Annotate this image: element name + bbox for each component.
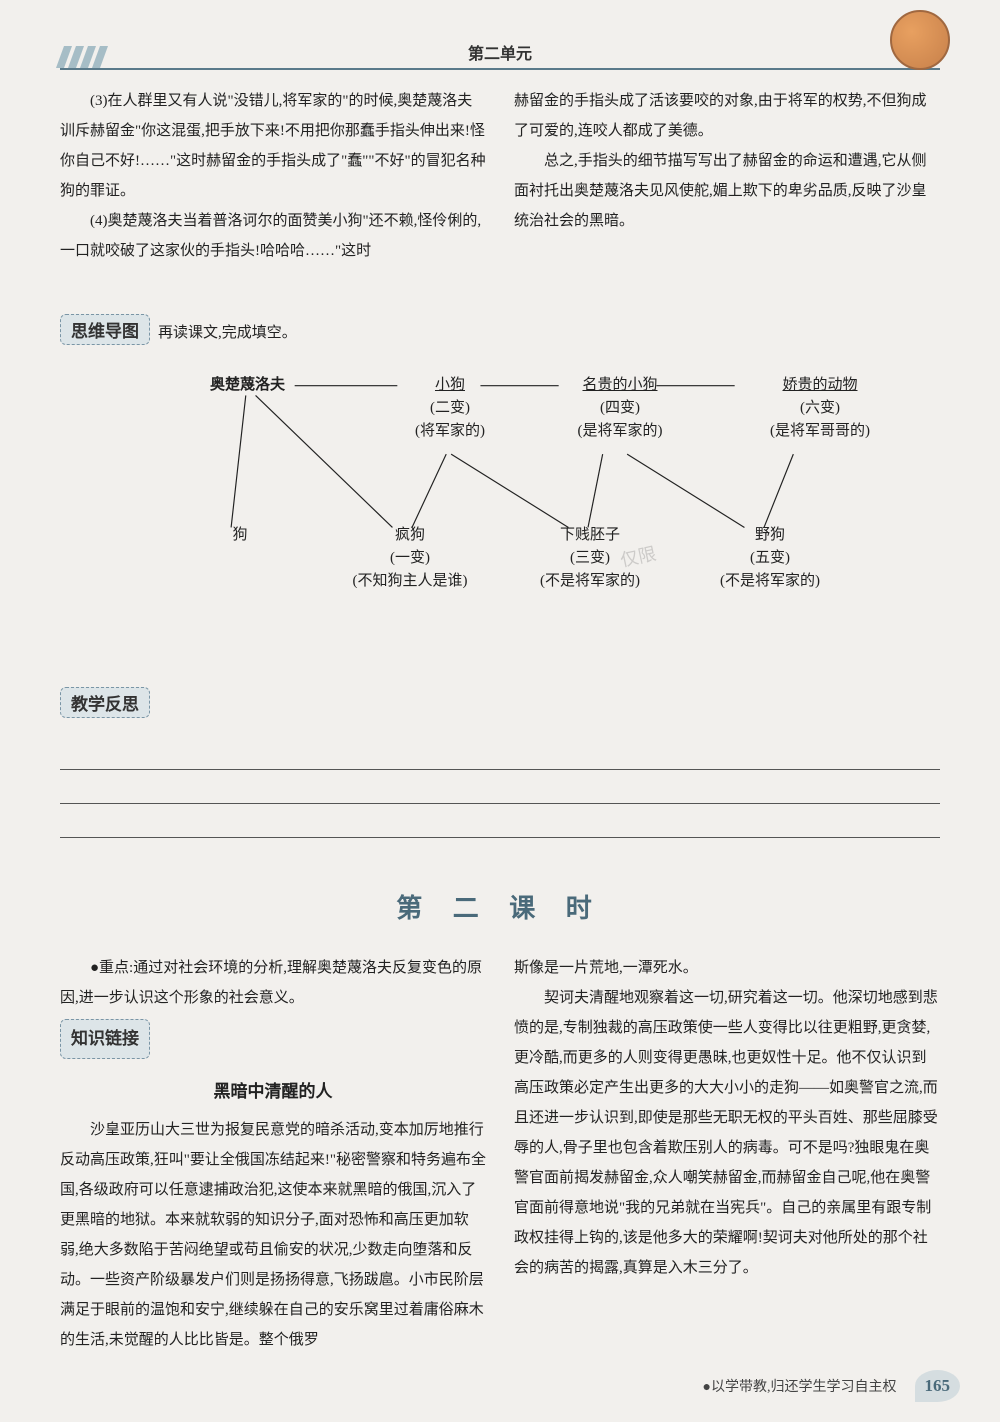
diagram-bot-3-title: 野狗 [690,523,850,544]
diagram-top-2: 名贵的小狗 (四变) (是将军家的) [560,373,680,440]
article-left-1: 沙皇亚历山大三世为报复民意党的暗杀活动,变本加厉地推行反动高压政策,狂叫"要让全… [60,1115,486,1355]
diagram-bot-2-title: 下贱胚子 [510,523,670,544]
diagram-top-2-l1: (四变) [560,396,680,417]
footer-motto: ●以学带教,归还学生学习自主权 [703,1376,897,1396]
mind-map-diagram: 奥楚蔑洛夫 小狗 (二变) (将军家的) 名贵的小狗 (四变) (是将军家的) … [60,363,940,643]
top-right-column: 赫留金的手指头成了活该要咬的对象,由于将军的权势,不但狗成了可爱的,连咬人都成了… [514,86,940,266]
corner-icon [890,10,950,70]
diagram-top-2-l2: (是将军家的) [560,419,680,440]
diagram-person: 奥楚蔑洛夫 [210,373,285,394]
page-number: 165 [915,1370,961,1402]
diagram-bot-1: 疯狗 (一变) (不知狗主人是谁) [320,523,500,590]
diagram-top-2-title: 名贵的小狗 [560,373,680,394]
para-right-1: 赫留金的手指头成了活该要咬的对象,由于将军的权势,不但狗成了可爱的,连咬人都成了… [514,86,940,146]
diagram-top-3: 娇贵的动物 (六变) (是将军哥哥的) [740,373,900,440]
article-title: 黑暗中清醒的人 [60,1075,486,1109]
para-3: (3)在人群里又有人说"没错儿,将军家的"的时候,奥楚蔑洛夫训斥赫留金"你这混蛋… [60,86,486,206]
keypoint: ●重点:通过对社会环境的分析,理解奥楚蔑洛夫反复变色的原因,进一步认识这个形象的… [60,953,486,1013]
diagram-bot-1-l1: (一变) [320,546,500,567]
mind-map-subtitle: 再读课文,完成填空。 [158,321,297,342]
top-text-columns: (3)在人群里又有人说"没错儿,将军家的"的时候,奥楚蔑洛夫训斥赫留金"你这混蛋… [60,86,940,266]
reflection-label: 教学反思 [60,687,150,718]
diagram-bot-3-l1: (五变) [690,546,850,567]
diagram-bot-0: 狗 [220,523,260,544]
diagram-top-1-l2: (将军家的) [400,419,500,440]
diagram-top-1: 小狗 (二变) (将军家的) [400,373,500,440]
diagram-bot-0-title: 狗 [220,523,260,544]
diagram-bot-3: 野狗 (五变) (不是将军家的) [690,523,850,590]
top-left-column: (3)在人群里又有人说"没错儿,将军家的"的时候,奥楚蔑洛夫训斥赫留金"你这混蛋… [60,86,486,266]
diagram-bot-3-l2: (不是将军家的) [690,569,850,590]
para-4: (4)奥楚蔑洛夫当着普洛诃尔的面赞美小狗"还不赖,怪伶俐的,一口就咬破了这家伙的… [60,206,486,266]
lesson-title: 第 二 课 时 [60,888,940,925]
diagram-bot-2: 下贱胚子 (三变) (不是将军家的) [510,523,670,590]
diagram-bot-1-title: 疯狗 [320,523,500,544]
diagram-top-1-l1: (二变) [400,396,500,417]
writing-line [60,770,940,804]
page-footer: ●以学带教,归还学生学习自主权 165 [703,1370,960,1402]
header-decoration [60,46,104,68]
diagram-top-1-title: 小狗 [400,373,500,394]
article-right-1: 斯像是一片荒地,一潭死水。 [514,953,940,983]
knowledge-label: 知识链接 [60,1019,150,1059]
mind-map-header: 思维导图 再读课文,完成填空。 [60,290,940,353]
writing-line [60,804,940,838]
diagram-top-3-l2: (是将军哥哥的) [740,419,900,440]
mind-map-label: 思维导图 [60,314,150,345]
lesson-columns: ●重点:通过对社会环境的分析,理解奥楚蔑洛夫反复变色的原因,进一步认识这个形象的… [60,953,940,1355]
article-right-2: 契诃夫清醒地观察着这一切,研究着这一切。他深切地感到悲愤的是,专制独裁的高压政策… [514,983,940,1283]
lesson-left-column: ●重点:通过对社会环境的分析,理解奥楚蔑洛夫反复变色的原因,进一步认识这个形象的… [60,953,486,1355]
diagram-bot-1-l2: (不知狗主人是谁) [320,569,500,590]
unit-title: 第二单元 [468,46,532,63]
unit-header: 第二单元 [60,40,940,70]
diagram-top-3-title: 娇贵的动物 [740,373,900,394]
diagram-top-3-l1: (六变) [740,396,900,417]
diagram-bot-2-l2: (不是将军家的) [510,569,670,590]
para-right-2: 总之,手指头的细节描写写出了赫留金的命运和遭遇,它从侧面衬托出奥楚蔑洛夫见风使舵… [514,146,940,236]
reflection-lines [60,736,940,838]
diagram-bot-2-l1: (三变) [510,546,670,567]
lesson-right-column: 斯像是一片荒地,一潭死水。 契诃夫清醒地观察着这一切,研究着这一切。他深切地感到… [514,953,940,1355]
writing-line [60,736,940,770]
